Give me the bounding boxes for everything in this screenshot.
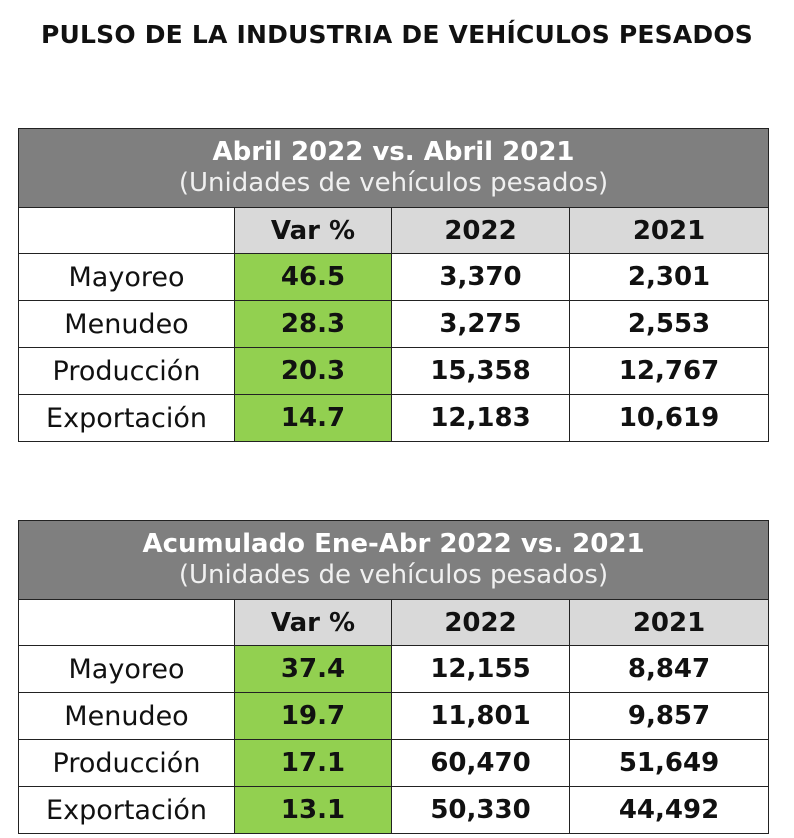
row-label: Mayoreo (18, 253, 235, 301)
page-title: PULSO DE LA INDUSTRIA DE VEHÍCULOS PESAD… (41, 20, 753, 49)
column-header-row: Var % 2022 2021 (18, 599, 769, 646)
var-percent-cell: 13.1 (234, 786, 392, 834)
value-2021-cell: 10,619 (568, 394, 770, 442)
row-label: Producción (18, 739, 235, 787)
var-percent-cell: 37.4 (234, 645, 392, 693)
var-percent-cell: 28.3 (234, 300, 392, 348)
value-2022-cell: 12,183 (391, 394, 570, 442)
cumulative-comparison-table: Acumulado Ene-Abr 2022 vs. 2021 (Unidade… (18, 520, 769, 834)
table-header-row: Abril 2022 vs. Abril 2021 (Unidades de v… (17, 128, 770, 208)
table-row: Producción 20.3 15,358 12,767 (18, 347, 770, 395)
value-2022-cell: 15,358 (391, 347, 570, 395)
table-title: Acumulado Ene-Abr 2022 vs. 2021 (142, 528, 645, 559)
value-2022-cell: 12,155 (391, 645, 570, 693)
value-2021-cell: 9,857 (569, 692, 769, 740)
table-subtitle: (Unidades de vehículos pesados) (178, 168, 609, 198)
value-2022-cell: 3,275 (391, 300, 570, 348)
table-row: Menudeo 28.3 3,275 2,553 (18, 300, 770, 348)
var-percent-cell: 19.7 (234, 692, 392, 740)
value-2021-cell: 2,301 (568, 253, 770, 301)
table-header: Acumulado Ene-Abr 2022 vs. 2021 (Unidade… (18, 520, 769, 600)
column-header-2021: 2021 (569, 599, 769, 646)
column-header-var: Var % (234, 207, 392, 254)
value-2022-cell: 50,330 (391, 786, 570, 834)
table-header: Abril 2022 vs. Abril 2021 (Unidades de v… (17, 128, 770, 208)
row-label: Producción (18, 347, 235, 395)
table-row: Mayoreo 46.5 3,370 2,301 (18, 253, 770, 301)
row-label: Menudeo (18, 692, 235, 740)
column-header-row: Var % 2022 2021 (18, 207, 770, 254)
row-label: Mayoreo (18, 645, 235, 693)
value-2021-cell: 12,767 (568, 347, 770, 395)
table-row: Menudeo 19.7 11,801 9,857 (18, 692, 769, 740)
value-2021-cell: 2,553 (568, 300, 770, 348)
column-header-var: Var % (234, 599, 392, 646)
table-row: Mayoreo 37.4 12,155 8,847 (18, 645, 769, 693)
row-label: Exportación (18, 394, 235, 442)
column-header-2022: 2022 (391, 599, 570, 646)
table-row: Exportación 13.1 50,330 44,492 (18, 786, 769, 834)
value-2021-cell: 44,492 (569, 786, 769, 834)
row-label: Menudeo (18, 300, 235, 348)
table-header-row: Acumulado Ene-Abr 2022 vs. 2021 (Unidade… (18, 520, 769, 600)
value-2022-cell: 11,801 (391, 692, 570, 740)
row-label: Exportación (18, 786, 235, 834)
column-header-blank (18, 599, 235, 646)
table-row: Exportación 14.7 12,183 10,619 (18, 394, 770, 442)
value-2021-cell: 8,847 (569, 645, 769, 693)
table-subtitle: (Unidades de vehículos pesados) (178, 560, 609, 590)
var-percent-cell: 46.5 (234, 253, 392, 301)
value-2022-cell: 3,370 (391, 253, 570, 301)
var-percent-cell: 20.3 (234, 347, 392, 395)
column-header-2022: 2022 (391, 207, 570, 254)
monthly-comparison-table: Abril 2022 vs. Abril 2021 (Unidades de v… (17, 128, 770, 442)
table-row: Producción 17.1 60,470 51,649 (18, 739, 769, 787)
column-header-2021: 2021 (568, 207, 770, 254)
value-2021-cell: 51,649 (569, 739, 769, 787)
value-2022-cell: 60,470 (391, 739, 570, 787)
table-title: Abril 2022 vs. Abril 2021 (212, 136, 575, 167)
var-percent-cell: 14.7 (234, 394, 392, 442)
column-header-blank (18, 207, 235, 254)
var-percent-cell: 17.1 (234, 739, 392, 787)
